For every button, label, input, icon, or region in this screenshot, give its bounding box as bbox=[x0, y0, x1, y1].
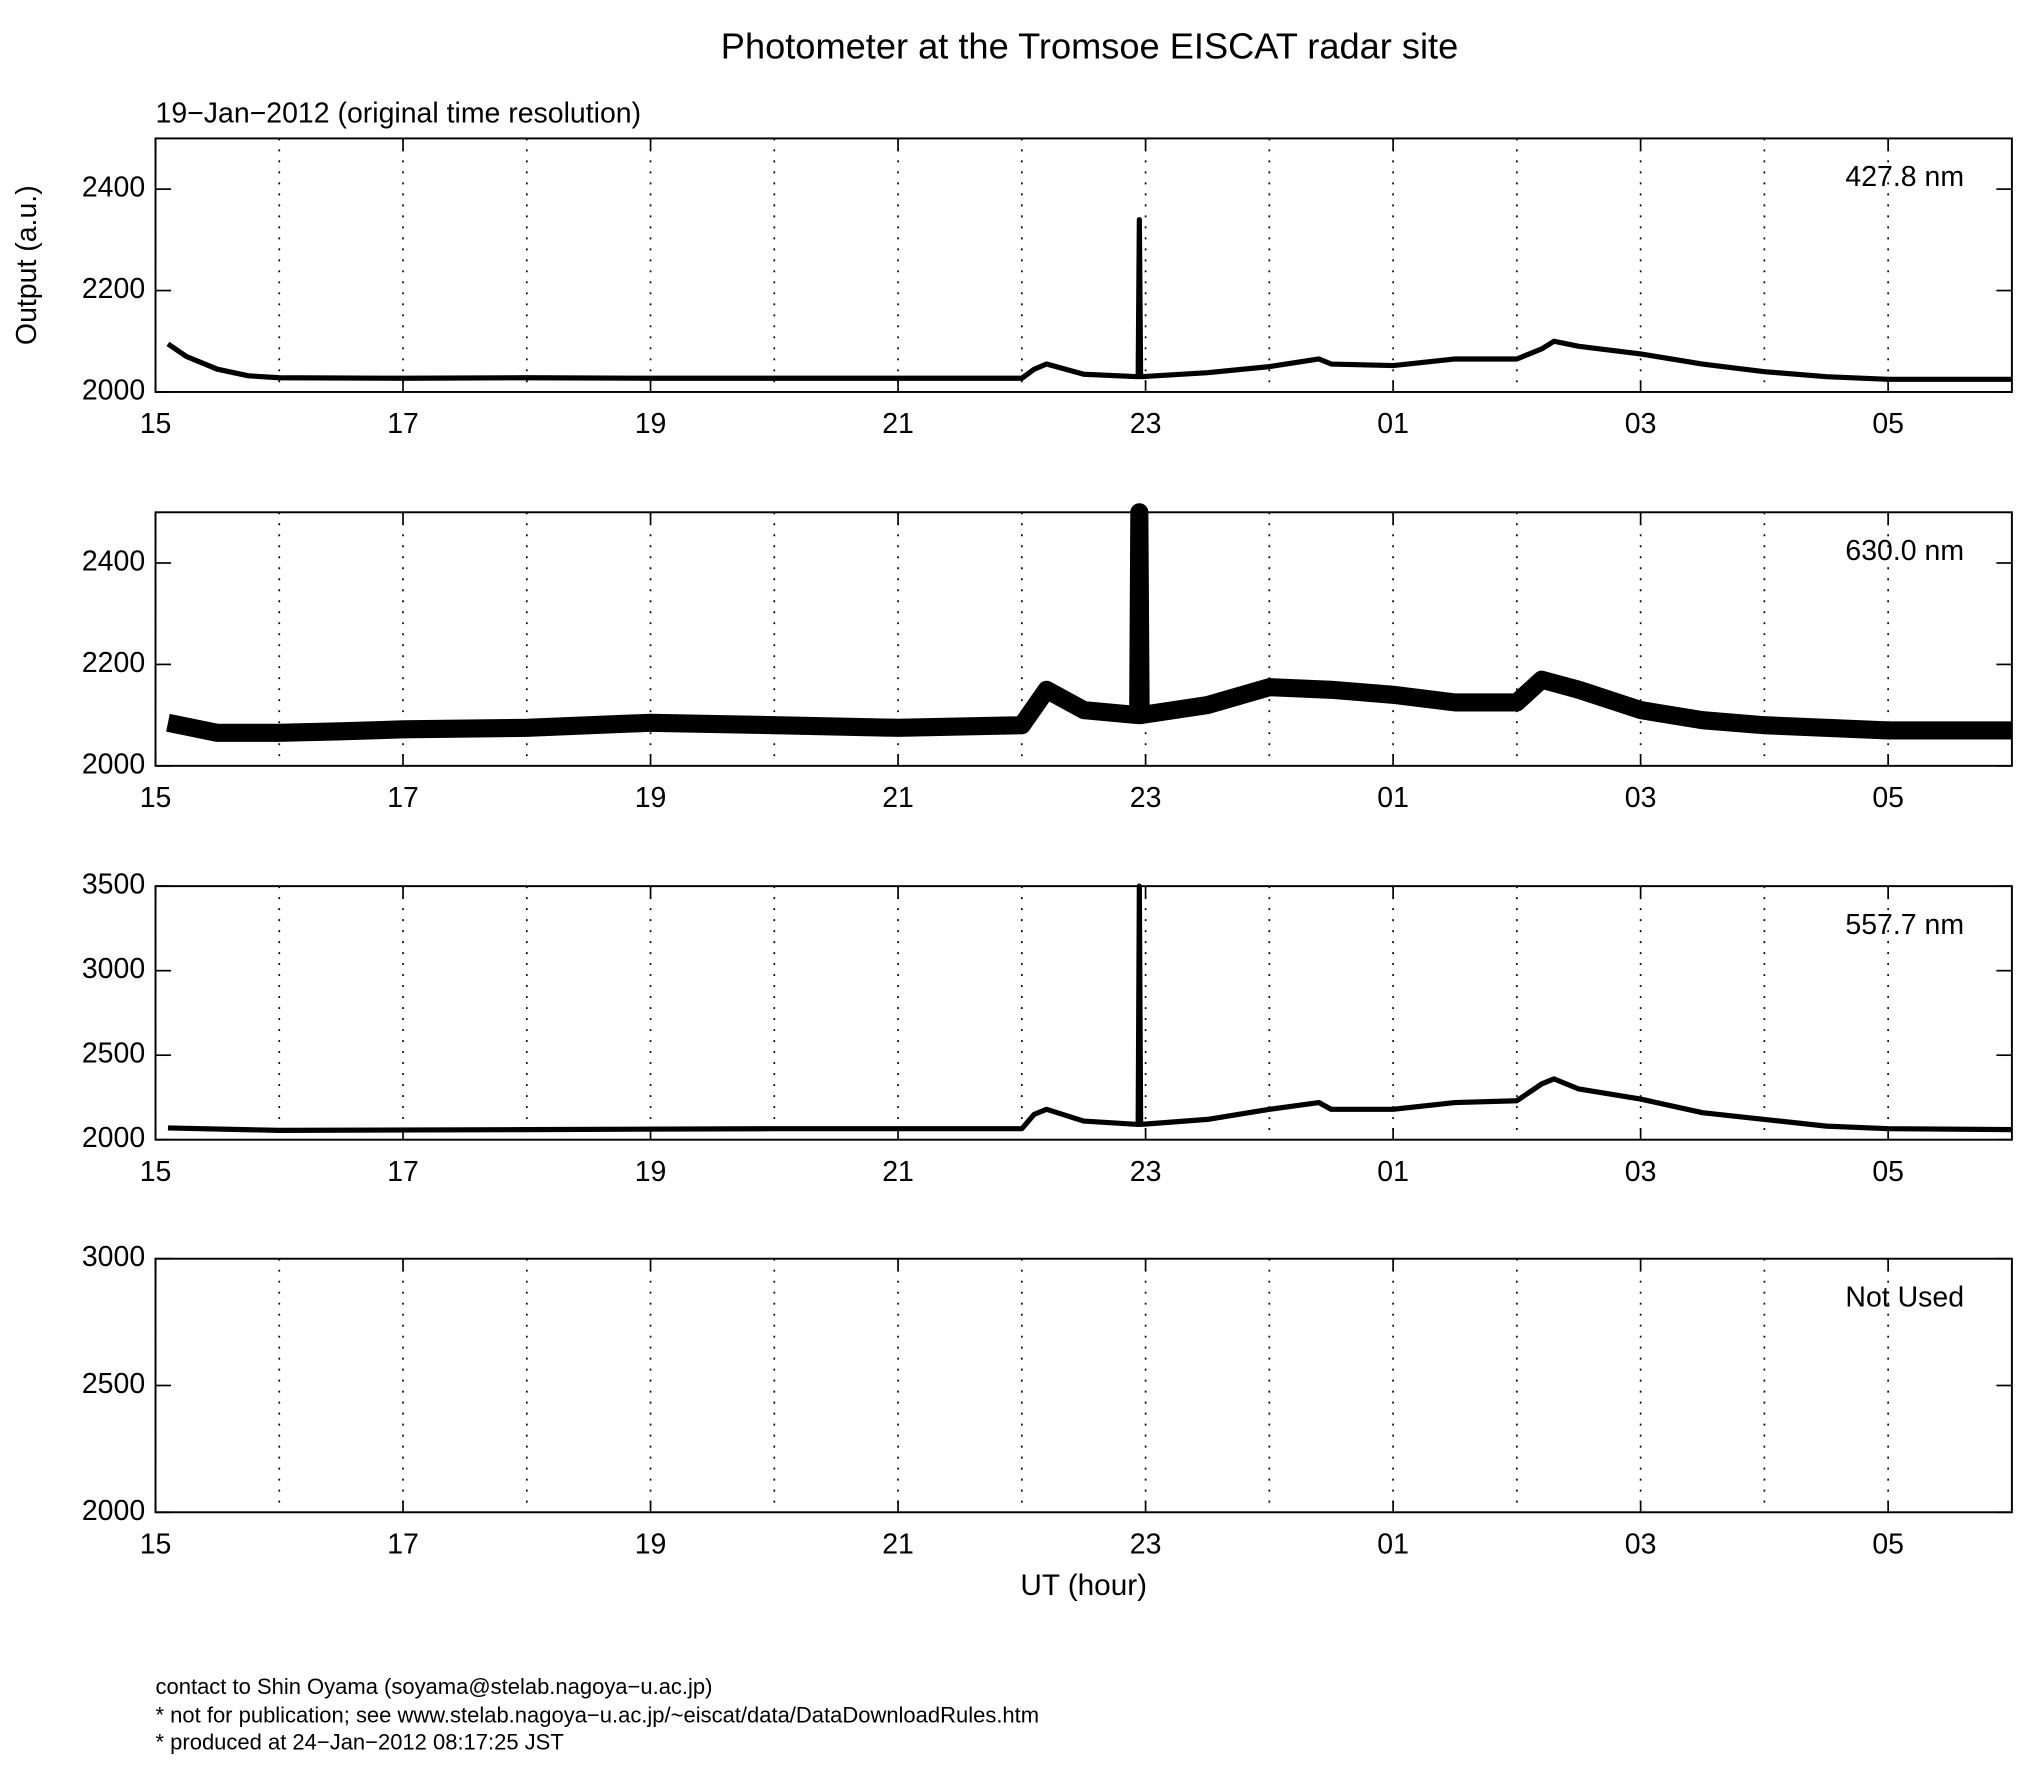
subtitle: 19−Jan−2012 (original time resolution) bbox=[156, 98, 642, 130]
x-tick-label: 15 bbox=[140, 408, 172, 440]
y-tick-label: 2200 bbox=[82, 273, 145, 305]
y-tick-label: 2400 bbox=[82, 172, 145, 204]
panel-label: 557.7 nm bbox=[1845, 909, 1964, 941]
y-tick-label: 2400 bbox=[82, 546, 145, 578]
series-line bbox=[167, 883, 2012, 1133]
plot-frame bbox=[154, 885, 2013, 1141]
y-tick-label: 2000 bbox=[82, 1495, 145, 1527]
x-tick-label: 01 bbox=[1377, 782, 1409, 814]
y-tick-label: 3000 bbox=[82, 953, 145, 985]
x-tick-label: 01 bbox=[1377, 1528, 1409, 1560]
x-tick-label: 05 bbox=[1872, 1528, 1904, 1560]
y-tick-label: 2000 bbox=[82, 374, 145, 406]
x-tick-label: 01 bbox=[1377, 408, 1409, 440]
footer-line: contact to Shin Oyama (soyama@stelab.nag… bbox=[156, 1674, 713, 1699]
x-tick-label: 19 bbox=[635, 782, 667, 814]
x-tick-label: 19 bbox=[635, 1528, 667, 1560]
x-tick-label: 05 bbox=[1872, 1156, 1904, 1188]
y-tick-label: 2500 bbox=[82, 1368, 145, 1400]
x-tick-label: 21 bbox=[882, 408, 914, 440]
footer-line: * not for publication; see www.stelab.na… bbox=[156, 1702, 1040, 1727]
x-tick-label: 19 bbox=[635, 1156, 667, 1188]
x-tick-label: 05 bbox=[1872, 408, 1904, 440]
x-tick-label: 17 bbox=[387, 1156, 419, 1188]
x-tick-label: 15 bbox=[140, 1156, 172, 1188]
x-tick-label: 23 bbox=[1130, 782, 1162, 814]
x-tick-label: 17 bbox=[387, 408, 419, 440]
x-tick-label: 03 bbox=[1625, 782, 1657, 814]
y-axis-label: Output (a.u.) bbox=[11, 185, 43, 345]
y-tick-label: 3500 bbox=[82, 869, 145, 901]
x-tick-label: 23 bbox=[1130, 1528, 1162, 1560]
x-tick-label: 05 bbox=[1872, 782, 1904, 814]
chart-title: Photometer at the Tromsoe EISCAT radar s… bbox=[721, 26, 1458, 67]
panel-label: 427.8 nm bbox=[1845, 161, 1964, 193]
plot-frame bbox=[154, 137, 2013, 393]
x-tick-label: 03 bbox=[1625, 1528, 1657, 1560]
x-tick-label: 03 bbox=[1625, 1156, 1657, 1188]
y-tick-label: 2200 bbox=[82, 647, 145, 679]
series-line bbox=[166, 216, 2012, 382]
x-tick-label: 15 bbox=[140, 782, 172, 814]
x-tick-label: 23 bbox=[1130, 1156, 1162, 1188]
y-tick-label: 2500 bbox=[82, 1038, 145, 1070]
x-tick-label: 03 bbox=[1625, 408, 1657, 440]
x-axis-label: UT (hour) bbox=[1020, 1569, 1147, 1602]
y-tick-label: 2000 bbox=[82, 748, 145, 780]
x-tick-label: 21 bbox=[882, 1528, 914, 1560]
panel-label: Not Used bbox=[1845, 1281, 1964, 1313]
x-tick-label: 17 bbox=[387, 782, 419, 814]
x-tick-label: 21 bbox=[882, 1156, 914, 1188]
footer-line: * produced at 24−Jan−2012 08:17:25 JST bbox=[156, 1730, 564, 1755]
plot-frame bbox=[154, 511, 2013, 767]
plot-frame bbox=[154, 1257, 2013, 1514]
x-tick-label: 21 bbox=[882, 782, 914, 814]
y-tick-label: 2000 bbox=[82, 1122, 145, 1154]
y-tick-label: 3000 bbox=[82, 1241, 145, 1273]
x-tick-label: 17 bbox=[387, 1528, 419, 1560]
x-tick-label: 19 bbox=[635, 408, 667, 440]
series-line bbox=[166, 503, 2012, 742]
x-tick-label: 23 bbox=[1130, 408, 1162, 440]
x-tick-label: 01 bbox=[1377, 1156, 1409, 1188]
panel-label: 630.0 nm bbox=[1845, 535, 1964, 567]
x-tick-label: 15 bbox=[140, 1528, 172, 1560]
